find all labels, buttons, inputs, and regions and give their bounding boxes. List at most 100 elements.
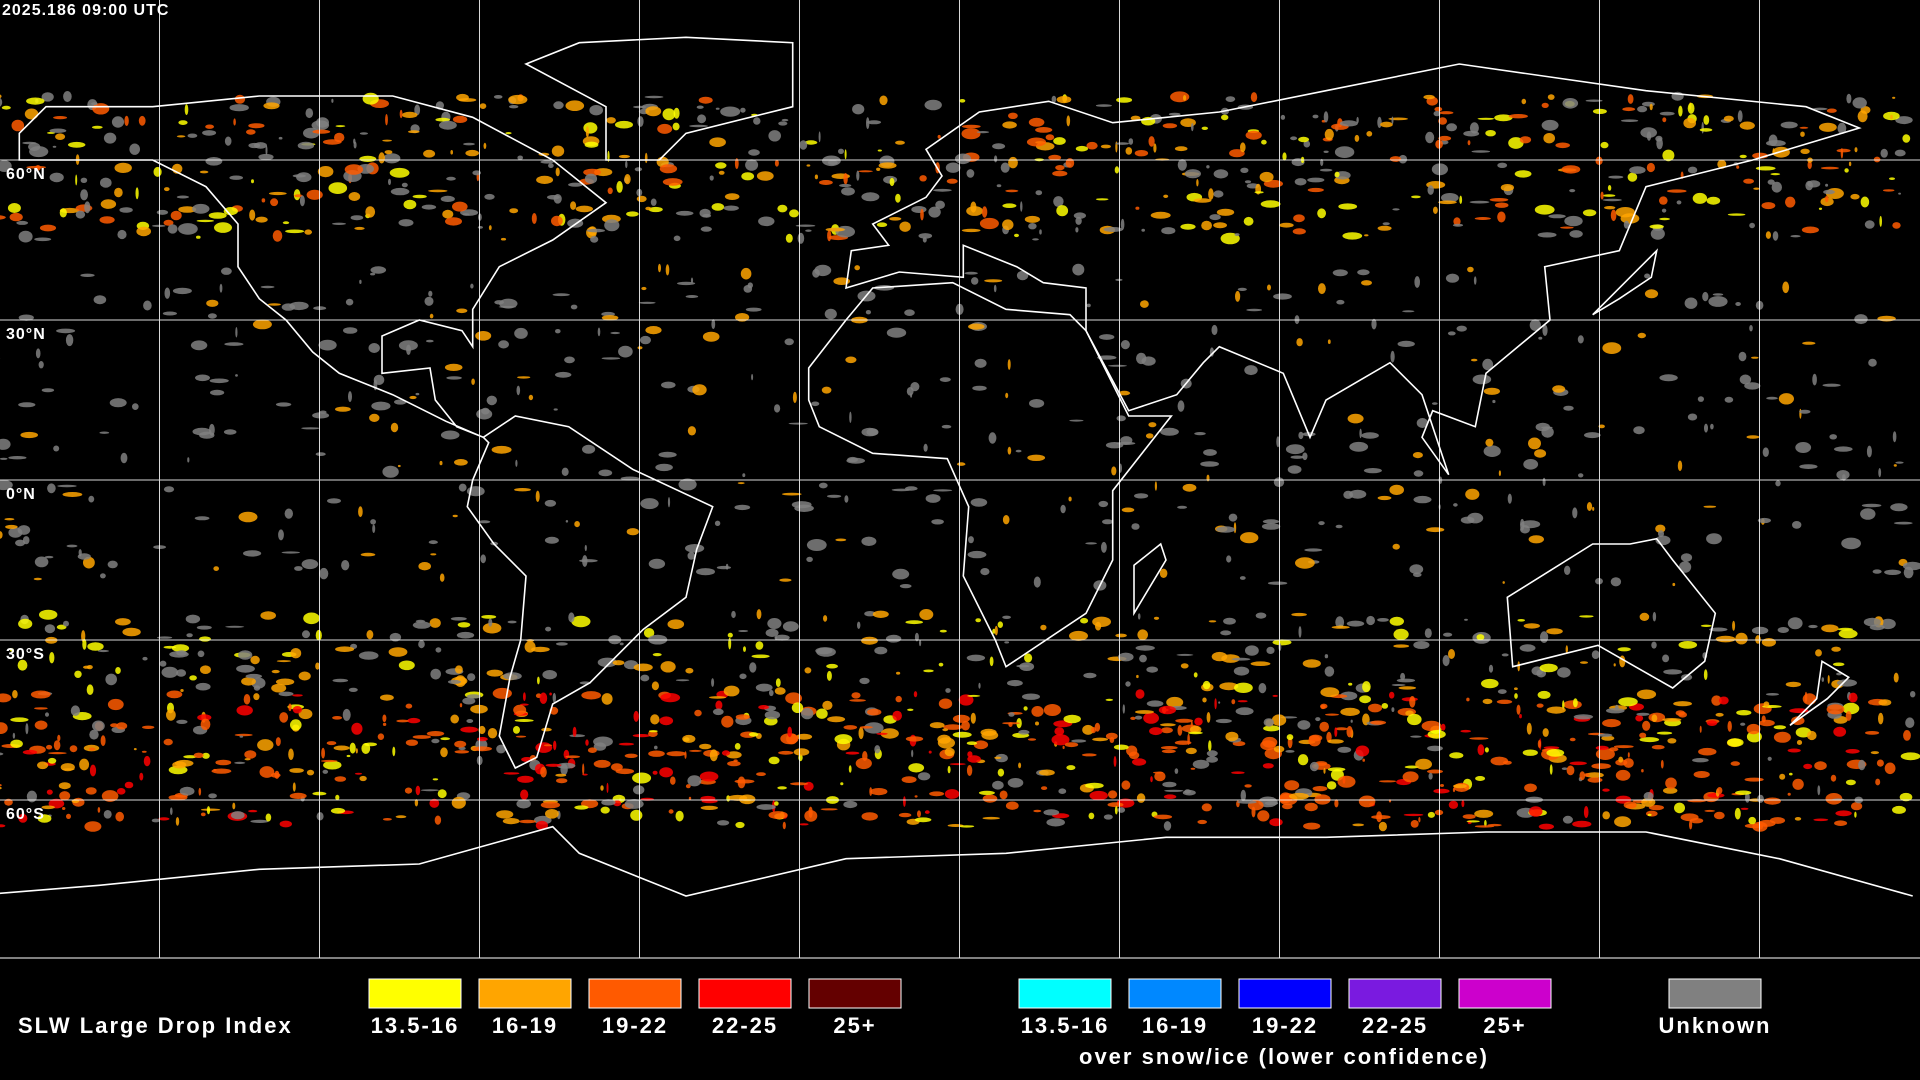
- cloud-speck: [1494, 114, 1513, 122]
- cloud-speck: [938, 662, 944, 667]
- cloud-speck: [41, 805, 55, 810]
- cloud-speck: [1602, 811, 1610, 820]
- cloud-speck: [792, 391, 797, 404]
- cloud-speck: [1086, 303, 1091, 308]
- cloud-speck: [496, 810, 514, 819]
- cloud-speck: [1135, 710, 1154, 714]
- cloud-speck: [1661, 208, 1667, 213]
- cloud-speck: [678, 478, 697, 491]
- legend-label: 22-25: [1362, 1013, 1428, 1038]
- cloud-speck: [1359, 695, 1371, 704]
- cloud-speck: [1868, 358, 1877, 367]
- cloud-speck: [1398, 686, 1417, 690]
- cloud-speck: [1427, 811, 1435, 818]
- cloud-speck: [1602, 194, 1616, 197]
- cloud-speck: [271, 669, 280, 674]
- cloud-speck: [774, 801, 779, 806]
- cloud-speck: [805, 229, 812, 232]
- cloud-speck: [1393, 628, 1409, 641]
- cloud-speck: [124, 781, 134, 789]
- cloud-speck: [366, 630, 374, 640]
- cloud-speck: [1027, 454, 1046, 461]
- legend-label: Unknown: [1659, 1013, 1772, 1038]
- cloud-speck: [769, 689, 774, 697]
- cloud-speck: [539, 692, 548, 704]
- cloud-speck: [1866, 445, 1872, 458]
- cloud-speck: [1842, 702, 1860, 715]
- cloud-speck: [1627, 94, 1634, 104]
- cloud-speck: [440, 747, 448, 758]
- cloud-speck: [1162, 781, 1177, 788]
- cloud-speck: [465, 149, 480, 157]
- cloud-speck: [619, 642, 624, 646]
- cloud-speck: [299, 195, 305, 207]
- cloud-speck: [507, 620, 517, 624]
- cloud-speck: [1443, 632, 1453, 637]
- cloud-speck: [675, 210, 694, 216]
- cloud-speck: [80, 177, 88, 183]
- cloud-speck: [1126, 745, 1138, 757]
- cloud-speck: [49, 128, 67, 133]
- cloud-speck: [1149, 727, 1163, 736]
- cloud-speck: [542, 670, 557, 680]
- cloud-speck: [1261, 139, 1267, 145]
- legend-swatch: [368, 978, 462, 1009]
- cloud-speck: [1161, 227, 1176, 235]
- cloud-speck: [276, 660, 291, 663]
- cloud-speck: [1413, 641, 1430, 649]
- cloud-speck: [292, 694, 303, 697]
- cloud-speck: [1465, 488, 1480, 500]
- cloud-speck: [268, 191, 287, 196]
- cloud-speck: [103, 132, 117, 144]
- cloud-speck: [1031, 706, 1044, 717]
- cloud-speck: [1440, 723, 1446, 731]
- cloud-speck: [1543, 133, 1555, 144]
- legend-swatch: [698, 978, 792, 1009]
- cloud-speck: [1258, 683, 1267, 694]
- cloud-speck: [742, 473, 746, 478]
- cloud-speck: [1637, 332, 1647, 339]
- cloud-speck: [545, 626, 552, 632]
- cloud-speck: [1608, 175, 1624, 179]
- cloud-speck: [215, 759, 232, 766]
- cloud-speck: [389, 632, 402, 642]
- cloud-speck: [166, 690, 183, 699]
- cloud-speck: [1767, 179, 1775, 185]
- cloud-speck: [838, 148, 844, 154]
- cloud-speck: [1235, 707, 1254, 716]
- cloud-speck: [1201, 803, 1212, 812]
- cloud-speck: [1481, 678, 1499, 689]
- cloud-speck: [643, 628, 655, 638]
- cloud-speck: [1389, 156, 1402, 162]
- cloud-speck: [195, 374, 210, 382]
- cloud-speck: [1648, 805, 1664, 811]
- cloud-speck: [180, 689, 184, 692]
- cloud-speck: [806, 556, 813, 563]
- cloud-speck: [1738, 351, 1747, 362]
- cloud-speck: [1220, 232, 1240, 245]
- cloud-speck: [116, 788, 126, 795]
- cloud-speck: [446, 176, 456, 181]
- cloud-speck: [1765, 693, 1780, 696]
- cloud-speck: [1519, 644, 1536, 652]
- cloud-speck: [687, 775, 702, 787]
- cloud-speck: [937, 134, 941, 139]
- cloud-speck: [1377, 495, 1392, 501]
- cloud-speck: [115, 811, 124, 822]
- cloud-speck: [756, 609, 762, 620]
- cloud-speck: [1392, 543, 1400, 550]
- cloud-speck: [333, 745, 350, 751]
- cloud-speck: [294, 566, 303, 571]
- cloud-speck: [859, 677, 870, 685]
- cloud-speck: [1213, 190, 1224, 198]
- cloud-speck: [1539, 663, 1558, 673]
- cloud-speck: [213, 566, 219, 571]
- cloud-speck: [1474, 809, 1494, 818]
- cloud-speck: [1312, 786, 1328, 792]
- cloud-speck: [1614, 816, 1632, 828]
- cloud-speck: [1537, 740, 1541, 748]
- cloud-speck: [471, 378, 475, 385]
- cloud-speck: [1177, 505, 1188, 509]
- cloud-speck: [952, 714, 970, 723]
- cloud-speck: [520, 789, 529, 800]
